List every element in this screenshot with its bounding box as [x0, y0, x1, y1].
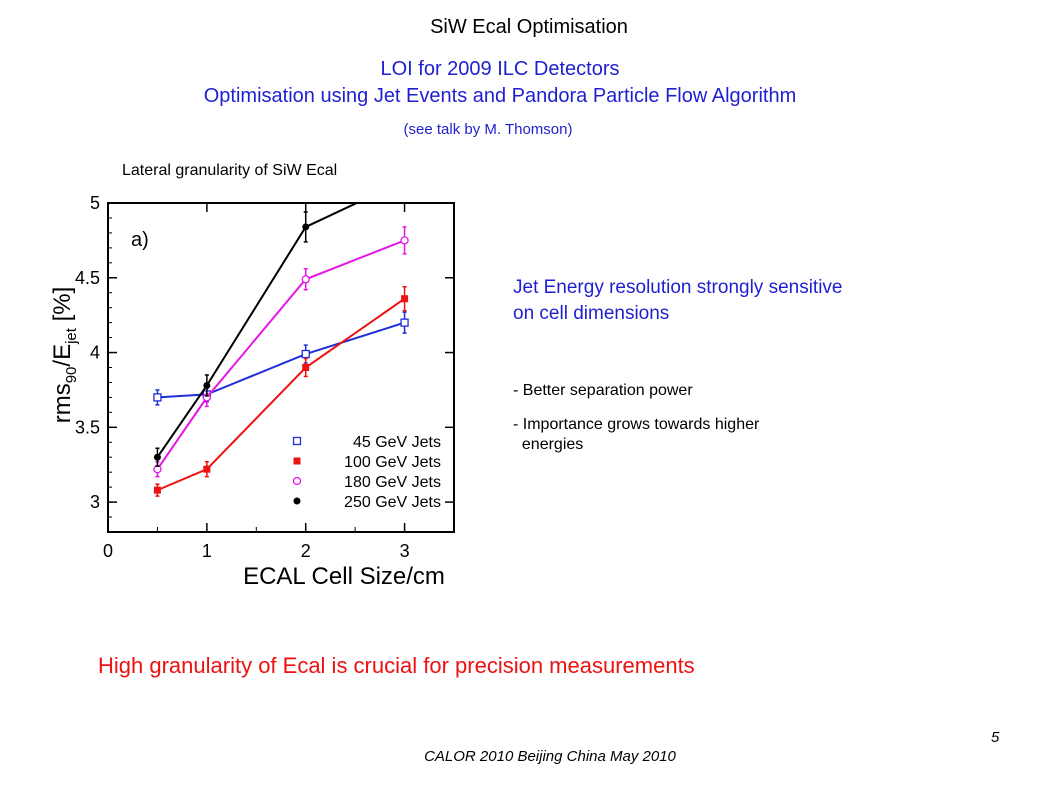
- data-point: [400, 318, 409, 327]
- bullet-importance-line1: - Importance grows towards higher: [513, 416, 760, 433]
- jet-text-line2: on cell dimensions: [513, 303, 670, 324]
- bullet-importance-line2: energies: [513, 436, 584, 453]
- data-point: [401, 295, 409, 303]
- data-point: [302, 223, 310, 231]
- data-point: [302, 364, 310, 371]
- y-tick-label: 5: [90, 193, 100, 213]
- footer-text: CALOR 2010 Beijing China May 2010: [424, 748, 676, 765]
- data-layer: [153, 177, 409, 497]
- y-label-part: rms: [49, 383, 76, 423]
- panel-label: a): [131, 229, 149, 251]
- y-tick-label: 4: [90, 343, 100, 363]
- data-point: [203, 381, 211, 389]
- y-tick-label: 4.5: [75, 268, 100, 288]
- y-tick-label: 3: [90, 492, 100, 512]
- data-point: [301, 275, 310, 284]
- series-line: [157, 297, 406, 492]
- legend-marker: [292, 436, 302, 446]
- y-label-part: [%]: [49, 287, 76, 328]
- legend-label: 100 GeV Jets: [344, 454, 441, 471]
- conclusion-text: High granularity of Ecal is crucial for …: [98, 653, 695, 678]
- series-line: [156, 203, 360, 458]
- subtitle-loi: LOI for 2009 ILC Detectors: [380, 58, 620, 80]
- plot-frame: [107, 202, 455, 533]
- y-axis-label: rms90/Ejet [%]: [49, 287, 80, 424]
- x-tick-label: 2: [301, 541, 311, 561]
- legend-label: 45 GeV Jets: [353, 434, 441, 451]
- chart-caption: Lateral granularity of SiW Ecal: [122, 162, 338, 179]
- y-label-part: /E: [49, 344, 76, 367]
- y-label-part: jet: [63, 327, 80, 345]
- data-point: [301, 349, 310, 359]
- y-label-part: 90: [63, 367, 80, 384]
- legend-label: 250 GeV Jets: [344, 494, 441, 511]
- x-axis-label: ECAL Cell Size/cm: [243, 563, 445, 590]
- jet-resolution-text: Jet Energy resolution strongly sensitive…: [513, 275, 843, 327]
- data-point: [400, 236, 409, 245]
- page-number: 5: [991, 729, 1000, 746]
- legend-marker: [293, 457, 301, 465]
- x-tick-label: 3: [400, 541, 410, 561]
- data-point: [153, 486, 161, 494]
- legend-marker: [292, 476, 302, 486]
- subtitle-reference: (see talk by M. Thomson): [403, 121, 573, 138]
- data-point: [401, 177, 408, 184]
- subtitle-optimisation: Optimisation using Jet Events and Pandor…: [203, 85, 797, 107]
- jet-text-line1: Jet Energy resolution strongly sensitive: [513, 277, 843, 298]
- y-tick-label: 3.5: [75, 417, 100, 437]
- legend-label: 180 GeV Jets: [344, 474, 441, 491]
- bullet-separation: - Better separation power: [513, 382, 693, 399]
- series-line: [156, 239, 405, 470]
- slide-title: SiW Ecal Optimisation: [430, 16, 628, 38]
- data-point: [203, 465, 211, 473]
- series-line: [157, 321, 405, 399]
- x-tick-label: 0: [103, 541, 113, 561]
- bullet-list: - Better separation power - Importance g…: [513, 381, 759, 455]
- x-tick-label: 1: [202, 541, 212, 561]
- resolution-chart: 0 1 2 3 3 3.5 4 4.5 5 ECAL Cell Size/cm rms90/Ejet…: [49, 177, 455, 590]
- legend-marker: [293, 497, 301, 505]
- data-point: [153, 393, 162, 402]
- data-point: [153, 453, 161, 461]
